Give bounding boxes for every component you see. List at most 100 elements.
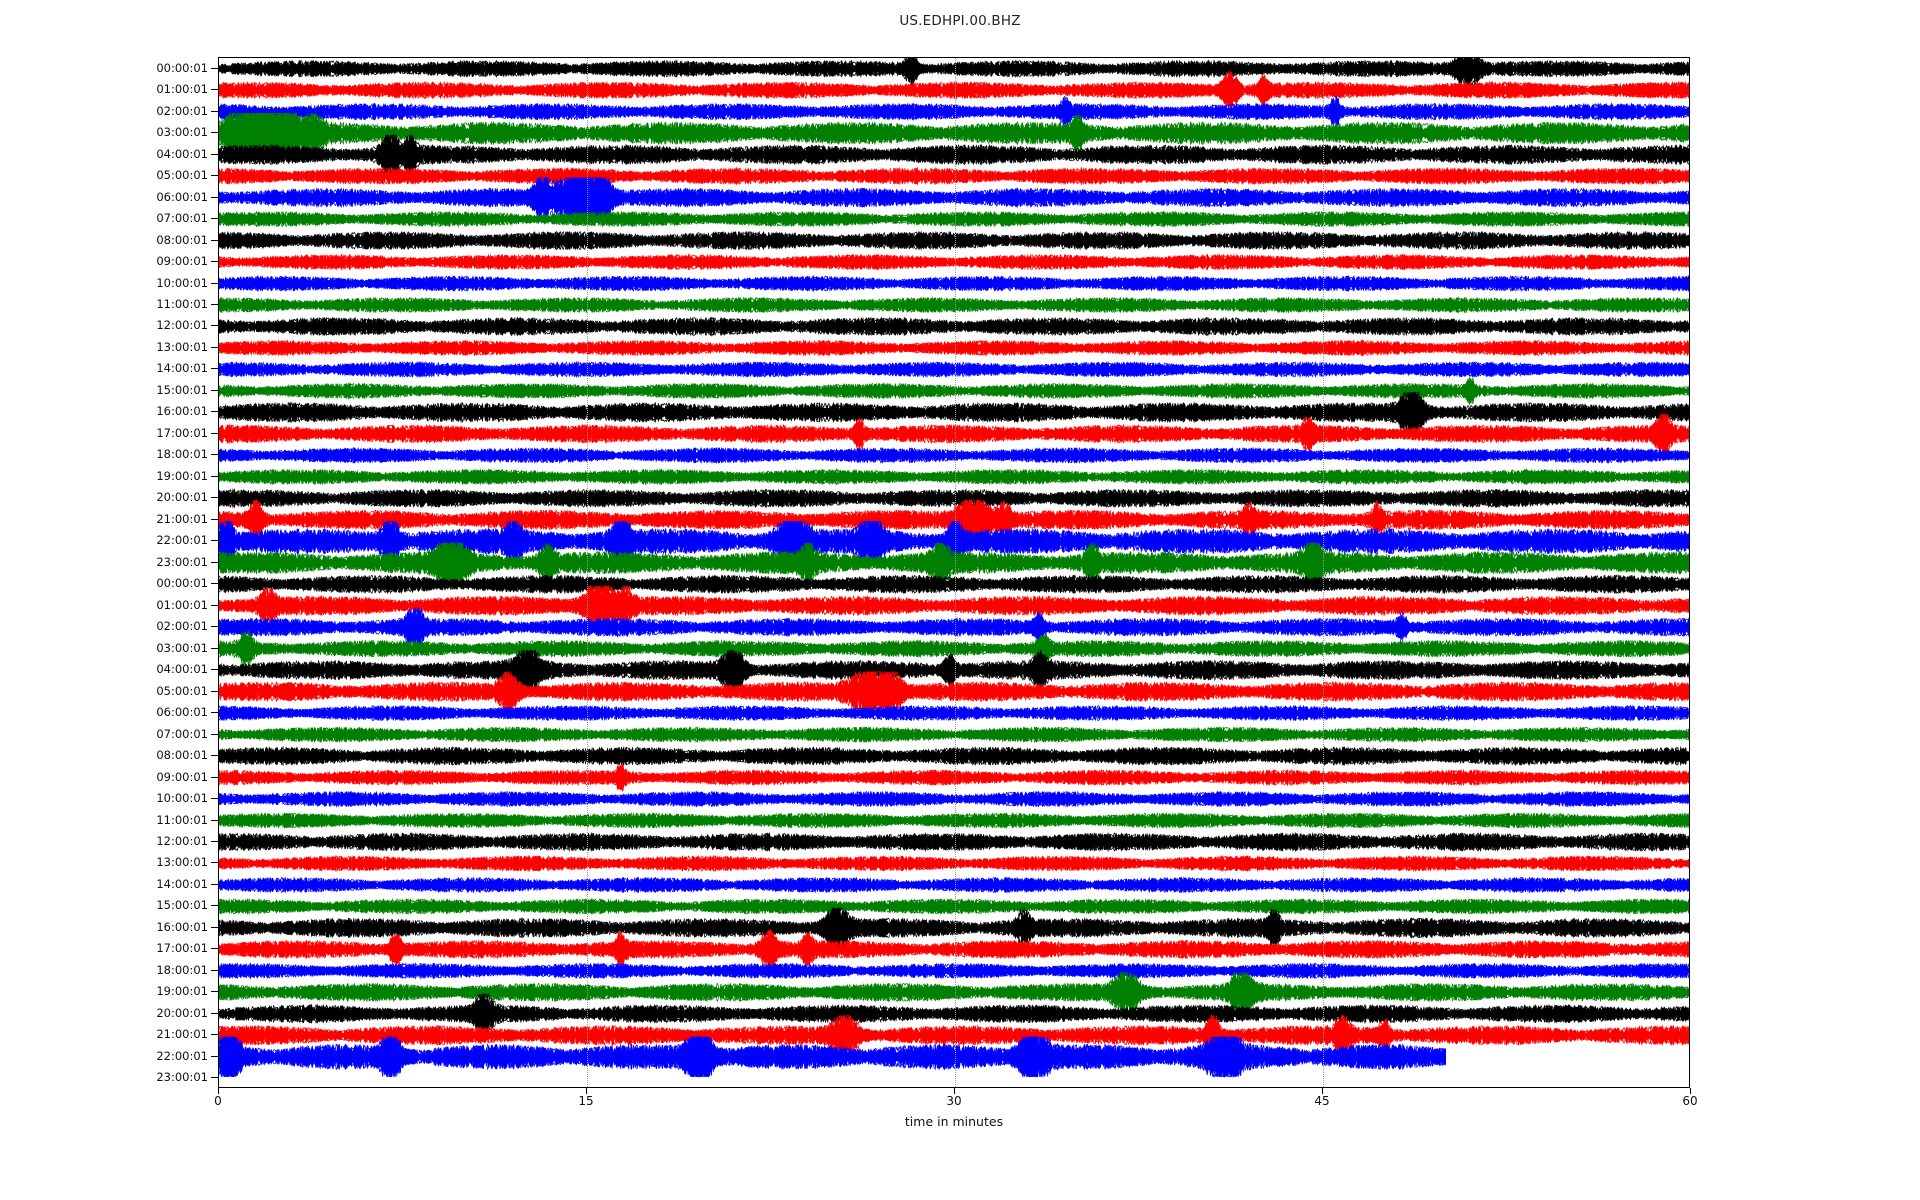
y-tick-label: 14:00:01 xyxy=(156,361,208,375)
y-tick-mark xyxy=(211,540,218,541)
y-tick-label: 06:00:01 xyxy=(156,190,208,204)
y-tick-mark xyxy=(211,820,218,821)
y-tick-mark xyxy=(211,712,218,713)
y-tick-label: 09:00:01 xyxy=(156,770,208,784)
y-tick-mark xyxy=(211,454,218,455)
y-tick-mark xyxy=(211,562,218,563)
y-tick-mark xyxy=(211,68,218,69)
x-tick-mark xyxy=(1690,1088,1691,1094)
y-tick-label: 18:00:01 xyxy=(156,447,208,461)
y-tick-mark xyxy=(211,841,218,842)
y-tick-label: 05:00:01 xyxy=(156,684,208,698)
y-tick-mark xyxy=(211,175,218,176)
y-tick-mark xyxy=(211,433,218,434)
y-tick-label: 16:00:01 xyxy=(156,920,208,934)
x-tick-mark xyxy=(954,1088,955,1094)
y-tick-label: 07:00:01 xyxy=(156,211,208,225)
y-tick-mark xyxy=(211,89,218,90)
x-tick-mark xyxy=(586,1088,587,1094)
y-tick-label: 00:00:01 xyxy=(156,576,208,590)
y-tick-mark xyxy=(211,862,218,863)
y-tick-label: 05:00:01 xyxy=(156,168,208,182)
y-tick-mark xyxy=(211,991,218,992)
y-tick-label: 14:00:01 xyxy=(156,877,208,891)
y-tick-mark xyxy=(211,583,218,584)
plot-area xyxy=(218,57,1690,1088)
y-tick-label: 22:00:01 xyxy=(156,533,208,547)
y-tick-label: 21:00:01 xyxy=(156,1027,208,1041)
y-tick-label: 19:00:01 xyxy=(156,469,208,483)
y-tick-mark xyxy=(211,132,218,133)
x-tick-label: 30 xyxy=(946,1094,961,1108)
y-tick-label: 09:00:01 xyxy=(156,254,208,268)
y-tick-label: 16:00:01 xyxy=(156,404,208,418)
page-title: US.EDHPI.00.BHZ xyxy=(0,13,1920,29)
gridline-vertical xyxy=(587,58,588,1087)
y-tick-label: 23:00:01 xyxy=(156,1070,208,1084)
y-tick-label: 10:00:01 xyxy=(156,791,208,805)
y-tick-mark xyxy=(211,240,218,241)
y-tick-mark xyxy=(211,497,218,498)
y-tick-label: 20:00:01 xyxy=(156,490,208,504)
y-tick-label: 13:00:01 xyxy=(156,340,208,354)
y-tick-label: 15:00:01 xyxy=(156,383,208,397)
y-tick-mark xyxy=(211,476,218,477)
y-tick-label: 04:00:01 xyxy=(156,662,208,676)
y-tick-label: 08:00:01 xyxy=(156,748,208,762)
y-tick-mark xyxy=(211,626,218,627)
y-tick-label: 18:00:01 xyxy=(156,963,208,977)
y-tick-mark xyxy=(211,325,218,326)
x-tick-mark xyxy=(218,1088,219,1094)
y-tick-label: 10:00:01 xyxy=(156,276,208,290)
x-axis-label: time in minutes xyxy=(218,1114,1690,1129)
y-tick-mark xyxy=(211,970,218,971)
y-tick-mark xyxy=(211,905,218,906)
y-tick-mark xyxy=(211,648,218,649)
y-tick-label: 22:00:01 xyxy=(156,1049,208,1063)
x-tick-mark xyxy=(1322,1088,1323,1094)
y-tick-label: 17:00:01 xyxy=(156,426,208,440)
y-tick-label: 23:00:01 xyxy=(156,555,208,569)
x-tick-label: 0 xyxy=(214,1094,222,1108)
y-tick-label: 07:00:01 xyxy=(156,727,208,741)
y-tick-mark xyxy=(211,261,218,262)
y-tick-label: 08:00:01 xyxy=(156,233,208,247)
y-tick-mark xyxy=(211,798,218,799)
y-tick-label: 01:00:01 xyxy=(156,598,208,612)
x-tick-label: 45 xyxy=(1314,1094,1329,1108)
y-tick-label: 06:00:01 xyxy=(156,705,208,719)
y-tick-mark xyxy=(211,884,218,885)
y-tick-label: 21:00:01 xyxy=(156,512,208,526)
y-tick-mark xyxy=(211,669,218,670)
y-tick-label: 12:00:01 xyxy=(156,318,208,332)
y-tick-label: 00:00:01 xyxy=(156,61,208,75)
y-tick-label: 12:00:01 xyxy=(156,834,208,848)
y-tick-label: 15:00:01 xyxy=(156,898,208,912)
y-tick-label: 01:00:01 xyxy=(156,82,208,96)
y-tick-mark xyxy=(211,390,218,391)
y-tick-label: 20:00:01 xyxy=(156,1006,208,1020)
y-tick-mark xyxy=(211,1013,218,1014)
y-tick-mark xyxy=(211,691,218,692)
y-tick-mark xyxy=(211,218,218,219)
y-tick-label: 17:00:01 xyxy=(156,941,208,955)
y-tick-mark xyxy=(211,777,218,778)
y-tick-mark xyxy=(211,1034,218,1035)
x-tick-label: 15 xyxy=(578,1094,593,1108)
y-tick-mark xyxy=(211,304,218,305)
y-tick-label: 19:00:01 xyxy=(156,984,208,998)
y-tick-mark xyxy=(211,605,218,606)
y-tick-label: 11:00:01 xyxy=(156,297,208,311)
y-tick-mark xyxy=(211,948,218,949)
y-tick-label: 03:00:01 xyxy=(156,641,208,655)
y-tick-label: 11:00:01 xyxy=(156,813,208,827)
y-tick-mark xyxy=(211,755,218,756)
y-tick-mark xyxy=(211,927,218,928)
gridline-vertical xyxy=(1323,58,1324,1087)
y-tick-mark xyxy=(211,347,218,348)
y-tick-mark xyxy=(211,154,218,155)
y-tick-mark xyxy=(211,411,218,412)
y-tick-mark xyxy=(211,283,218,284)
y-tick-label: 04:00:01 xyxy=(156,147,208,161)
